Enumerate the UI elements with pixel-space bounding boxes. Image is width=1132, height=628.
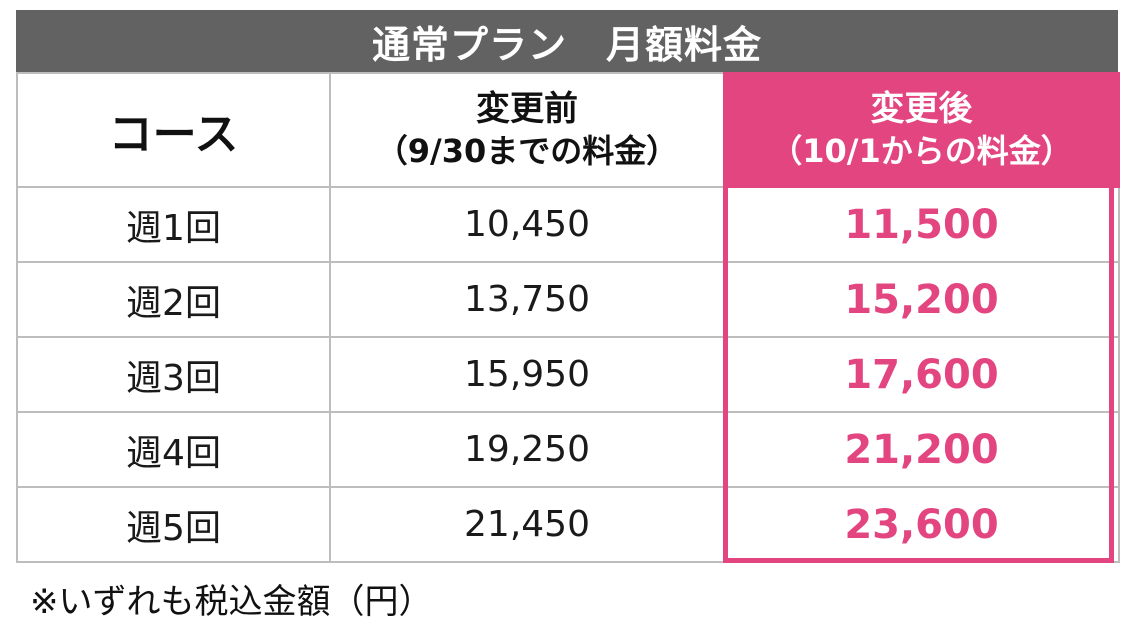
header-after-label: 変更後	[870, 89, 973, 129]
table-row: 週3回 15,950 17,600	[16, 336, 1120, 413]
header-before-note: （9/30までの料金）	[375, 132, 679, 170]
course-cell: 週4回	[16, 411, 331, 488]
before-price-cell: 21,450	[329, 486, 725, 563]
header-after-note: （10/1からの料金）	[770, 132, 1073, 170]
header-before: 変更前 （9/30までの料金）	[329, 72, 725, 188]
table-title: 通常プラン 月額料金	[16, 10, 1118, 72]
after-price-cell: 15,200	[723, 261, 1120, 338]
course-cell: 週2回	[16, 261, 331, 338]
header-before-label: 変更前	[476, 89, 578, 129]
table-row: 週1回 10,450 11,500	[16, 186, 1120, 263]
header-row: コース 変更前 （9/30までの料金） 変更後 （10/1からの料金）	[16, 72, 1120, 188]
before-price-cell: 15,950	[329, 336, 725, 413]
after-price-cell: 11,500	[723, 186, 1120, 263]
tax-footnote: ※いずれも税込金額（円）	[30, 582, 433, 622]
after-price-cell: 23,600	[723, 486, 1120, 563]
before-price-cell: 13,750	[329, 261, 725, 338]
course-cell: 週3回	[16, 336, 331, 413]
before-price-cell: 19,250	[329, 411, 725, 488]
after-price-cell: 21,200	[723, 411, 1120, 488]
table-row: 週2回 13,750 15,200	[16, 261, 1120, 338]
after-price-cell: 17,600	[723, 336, 1120, 413]
monthly-fee-table: コース 変更前 （9/30までの料金） 変更後 （10/1からの料金） 週1回 …	[16, 72, 1120, 563]
table-row: 週5回 21,450 23,600	[16, 486, 1120, 563]
header-course: コース	[16, 72, 331, 188]
before-price-cell: 10,450	[329, 186, 725, 263]
header-after: 変更後 （10/1からの料金）	[723, 72, 1120, 188]
course-cell: 週1回	[16, 186, 331, 263]
table-row: 週4回 19,250 21,200	[16, 411, 1120, 488]
course-cell: 週5回	[16, 486, 331, 563]
